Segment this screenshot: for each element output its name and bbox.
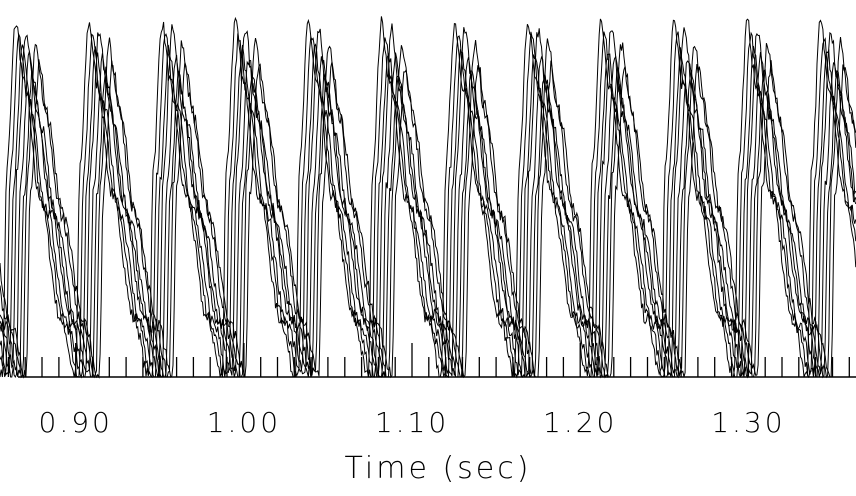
x-axis-ticks <box>7 343 850 377</box>
series-lines <box>0 16 856 379</box>
x-tick-label: 1.30 <box>711 406 785 439</box>
series-line <box>0 59 856 379</box>
series-line <box>0 16 856 378</box>
x-tick-label: 1.10 <box>375 406 449 439</box>
series-line <box>0 66 856 379</box>
series-line <box>0 37 856 379</box>
x-tick-label: 1.00 <box>207 406 281 439</box>
series-line <box>0 23 856 379</box>
series-line <box>0 31 856 379</box>
x-tick-label: 0.90 <box>39 406 113 439</box>
x-tick-label: 1.20 <box>543 406 617 439</box>
series-line <box>0 43 856 379</box>
x-axis-tick-labels: 0.90 1.00 1.10 1.20 1.30 <box>39 406 785 439</box>
x-axis-label: Time (sec) <box>345 451 532 486</box>
